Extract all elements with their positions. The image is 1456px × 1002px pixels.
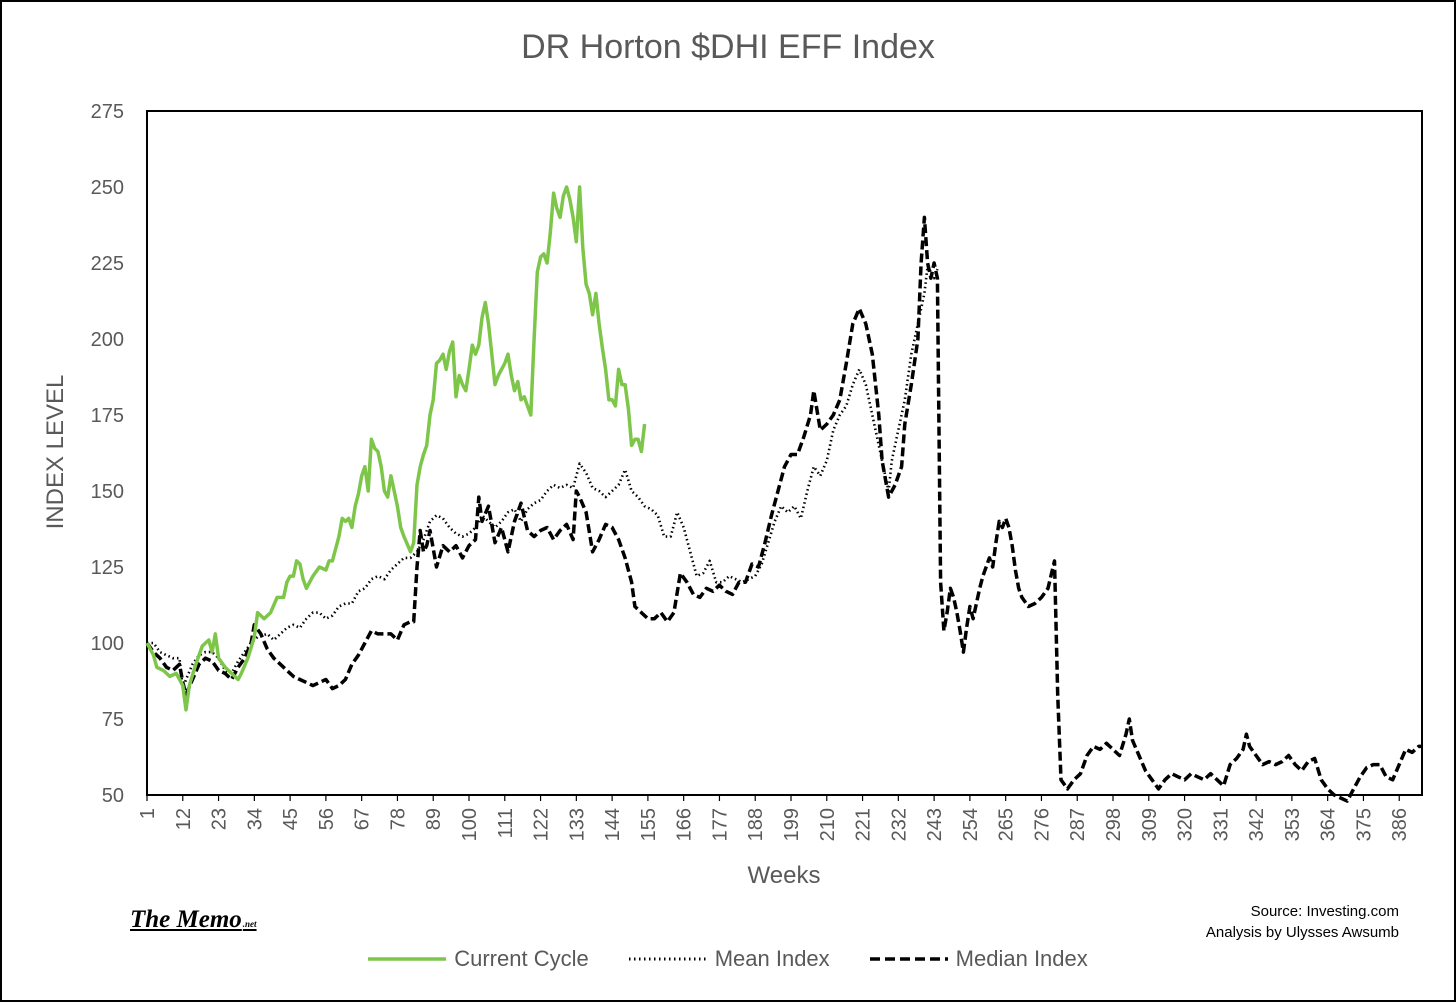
legend-swatch-mean-index (628, 957, 707, 961)
x-tick-label: 210 (817, 808, 839, 841)
x-tick-label: 331 (1210, 808, 1232, 841)
x-tick-label: 188 (745, 808, 767, 841)
source-line-1: Source: Investing.com (1250, 903, 1399, 920)
x-tick-label: 353 (1282, 808, 1304, 841)
x-tick-label: 177 (709, 808, 731, 841)
y-tick-label: 200 (91, 329, 124, 351)
x-tick-label: 122 (531, 808, 553, 841)
x-tick-label: 386 (1389, 808, 1411, 841)
legend-label-mean-index: Mean Index (714, 946, 830, 971)
series-line-median-index (145, 215, 1422, 803)
y-tick-label: 50 (102, 785, 124, 807)
the-memo-logo: The Memo.net (130, 906, 257, 934)
x-tick-label: 243 (924, 808, 946, 841)
y-tick-label: 100 (91, 633, 124, 655)
x-tick-label: 111 (495, 808, 517, 838)
x-tick-label: 45 (280, 808, 302, 830)
x-tick-label: 78 (387, 808, 409, 830)
x-tick-label: 100 (459, 808, 481, 841)
x-tick-label: 12 (173, 808, 195, 830)
x-tick-label: 89 (423, 808, 445, 830)
logo-name: The Memo (130, 906, 242, 933)
x-tick-label: 254 (960, 808, 982, 841)
x-tick-label: 298 (1103, 808, 1125, 841)
x-tick-label: 265 (996, 808, 1018, 841)
x-tick-label: 199 (781, 808, 803, 841)
legend: Current Cycle Mean Index Median Index (0, 944, 1456, 974)
series-line-current-cycle (145, 185, 647, 712)
x-tick-label: 276 (1031, 808, 1053, 841)
x-axis-label: Weeks (747, 862, 821, 889)
x-tick-label: 155 (638, 808, 660, 841)
legend-item-median-index: Median Index (869, 946, 1088, 972)
x-tick-label: 166 (674, 808, 696, 841)
series-line-mean-index (147, 264, 939, 690)
y-tick-label: 225 (91, 253, 124, 275)
x-tick-label: 364 (1318, 808, 1340, 841)
x-tick-label: 342 (1246, 808, 1268, 841)
x-tick-label: 67 (352, 808, 374, 830)
x-tick-label: 1 (137, 808, 159, 819)
source-line-2: Analysis by Ulysses Awsumb (1205, 924, 1399, 941)
y-tick-label: 250 (91, 177, 124, 199)
x-tick-label: 133 (566, 808, 588, 841)
legend-label-current-cycle: Current Cycle (454, 946, 589, 971)
chart-title: DR Horton $DHI EFF Index (521, 28, 935, 66)
y-tick-label: 150 (91, 481, 124, 503)
x-tick-label: 309 (1139, 808, 1161, 841)
x-tick-label: 56 (316, 808, 338, 830)
y-tick-label: 275 (91, 101, 124, 123)
y-tick-label: 75 (102, 709, 124, 731)
legend-item-current-cycle: Current Cycle (368, 946, 589, 972)
legend-item-mean-index: Mean Index (628, 946, 830, 972)
legend-swatch-median-index (869, 957, 948, 961)
plot-area (146, 110, 1423, 796)
logo-suffix: .net (242, 919, 257, 929)
x-tick-label: 287 (1067, 808, 1089, 841)
x-tick-label: 221 (853, 808, 875, 841)
x-tick-label: 34 (244, 808, 266, 830)
source-note: Source: Investing.com Analysis by Ulysse… (1206, 901, 1399, 943)
x-tick-label: 375 (1353, 808, 1375, 841)
legend-label-median-index: Median Index (955, 946, 1088, 971)
x-tick-label: 23 (209, 808, 231, 830)
y-tick-label: 175 (91, 405, 124, 427)
x-tick-label: 320 (1175, 808, 1197, 841)
legend-swatch-current-cycle (368, 957, 447, 961)
x-tick-label: 232 (888, 808, 910, 841)
x-tick-label: 144 (602, 808, 624, 841)
y-tick-label: 125 (91, 557, 124, 579)
